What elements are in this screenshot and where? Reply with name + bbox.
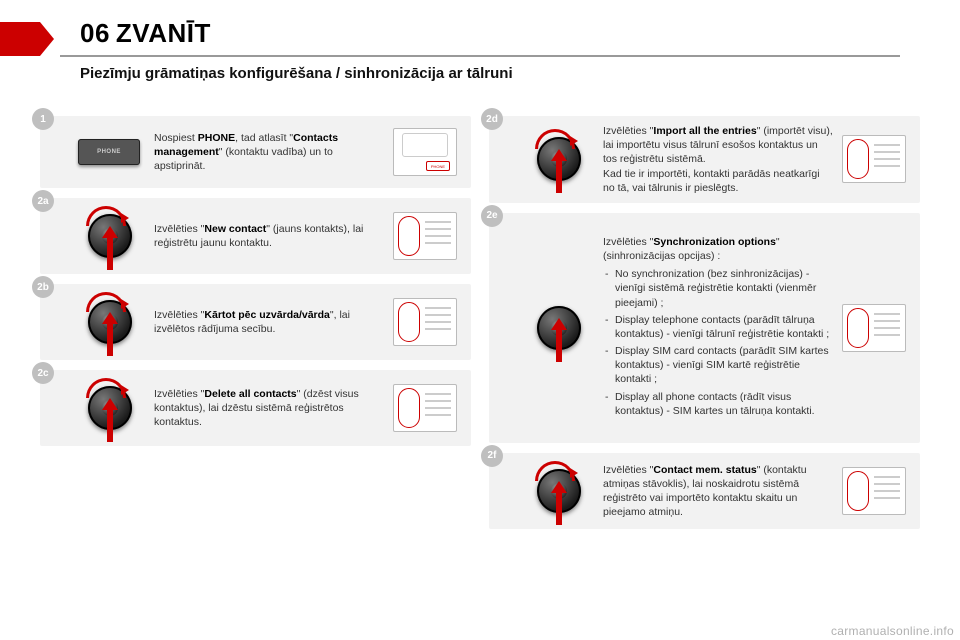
chapter-number: 06 [80,18,110,48]
step-text: Izvēlēties "New contact" (jauns kontakts… [154,222,385,250]
chapter-title-text: ZVANĪT [116,18,211,48]
instruction-step: 2bIzvēlēties "Kārtot pēc uzvārda/vārda",… [40,284,471,360]
rotary-knob-icon [529,298,589,358]
step-text: Nospiest PHONE, tad atlasīt "Contacts ma… [154,131,385,174]
step-text: Izvēlēties "Delete all contacts" (dzēst … [154,387,385,430]
step-list-item: No synchronization (bez sinhronizācijas)… [603,267,834,310]
device-panel-icon [393,384,457,432]
step-badge: 2a [32,190,54,212]
step-badge: 2f [481,445,503,467]
device-panel-icon [842,467,906,515]
rotary-knob-icon [80,206,140,266]
step-list-item: Display all phone contacts (rādīt visus … [603,390,834,418]
instruction-step: 2cIzvēlēties "Delete all contacts" (dzēs… [40,370,471,446]
watermark: carmanualsonline.info [831,624,954,638]
step-text: Izvēlēties "Kārtot pēc uzvārda/vārda", l… [154,308,385,336]
step-text: Izvēlēties "Contact mem. status" (kontak… [603,463,834,520]
rotary-knob-icon [80,292,140,352]
step-text: Izvēlēties "Import all the entries" (imp… [603,124,834,195]
instruction-step: 1PHONENospiest PHONE, tad atlasīt "Conta… [40,116,471,188]
instruction-step: 2aIzvēlēties "New contact" (jauns kontak… [40,198,471,274]
page-subtitle: Piezīmju grāmatiņas konfigurēšana / sinh… [60,65,900,82]
phone-button-icon: PHONE [78,139,140,165]
step-list-item: Display SIM card contacts (parādīt SIM k… [603,344,834,387]
step-badge: 2e [481,205,503,227]
device-panel-icon [842,304,906,352]
step-text: Izvēlēties "Synchronization options" (si… [603,235,834,421]
step-badge: 2d [481,108,503,130]
instruction-step: 2fIzvēlēties "Contact mem. status" (kont… [489,453,920,529]
right-column: 2dIzvēlēties "Import all the entries" (i… [489,116,920,529]
instruction-step: 2eIzvēlēties "Synchronization options" (… [489,213,920,443]
device-panel-icon [393,212,457,260]
left-column: 1PHONENospiest PHONE, tad atlasīt "Conta… [40,116,471,529]
step-badge: 2c [32,362,54,384]
chapter-title: 06ZVANĪT [60,18,900,49]
step-badge: 2b [32,276,54,298]
rotary-knob-icon [529,129,589,189]
chapter-tab [0,22,40,56]
divider [60,55,900,57]
step-badge: 1 [32,108,54,130]
step-list-item: Display telephone contacts (parādīt tālr… [603,313,834,341]
rotary-knob-icon [80,378,140,438]
content-area: 1PHONENospiest PHONE, tad atlasīt "Conta… [0,90,960,539]
page-header: 06ZVANĪT Piezīmju grāmatiņas konfigurēša… [0,0,960,90]
device-panel-icon [842,135,906,183]
device-panel-icon: PHONE [393,128,457,176]
instruction-step: 2dIzvēlēties "Import all the entries" (i… [489,116,920,203]
rotary-knob-icon [529,461,589,521]
device-panel-icon [393,298,457,346]
